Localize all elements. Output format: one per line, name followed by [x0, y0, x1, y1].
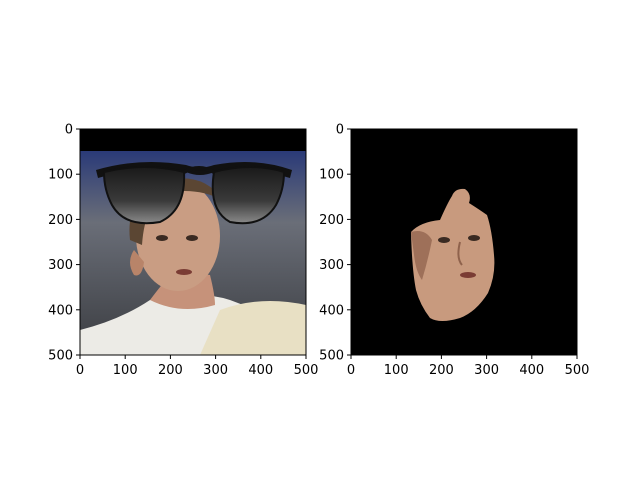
left-ytick-label: 300 [48, 258, 73, 273]
right-ytick-label: 100 [319, 168, 344, 183]
left-xtick-label: 400 [248, 363, 273, 378]
left-xtick-label: 300 [203, 363, 228, 378]
sunglasses [96, 161, 292, 225]
right-axes-frame [350, 128, 578, 356]
segment-mouth [460, 272, 476, 278]
right-xtick-label: 0 [347, 363, 355, 378]
left-xtick-label: 0 [76, 363, 84, 378]
segment-left-eye [438, 237, 450, 243]
left-ytick-label: 500 [48, 349, 73, 364]
face-segment [411, 188, 495, 321]
left-xtick-label: 100 [113, 363, 138, 378]
left-ytick-label: 100 [48, 168, 73, 183]
segment-nose [457, 241, 463, 266]
left-xtick-label: 200 [158, 363, 183, 378]
right-ytick-label: 300 [319, 258, 344, 273]
right-xtick-label: 500 [565, 363, 590, 378]
right-ytick-label: 200 [319, 213, 344, 228]
sweater [200, 301, 306, 355]
right-xtick-label: 100 [384, 363, 409, 378]
segment-right-eye [468, 235, 480, 241]
face-shadow [411, 231, 432, 280]
left-ytick-label: 200 [48, 213, 73, 228]
ear [130, 250, 144, 276]
left-image [80, 129, 306, 355]
right-xtick-label: 400 [519, 363, 544, 378]
right-xtick-label: 300 [474, 363, 499, 378]
left-xtick-label: 500 [294, 363, 319, 378]
right-ytick-label: 500 [319, 349, 344, 364]
right-eye [186, 235, 198, 241]
left-eye [156, 235, 168, 241]
right-ytick-label: 400 [319, 303, 344, 318]
mouth [176, 269, 192, 275]
nose-bridge [183, 166, 215, 174]
right-ytick-label: 0 [336, 123, 344, 138]
left-ytick-label: 0 [65, 123, 73, 138]
right-lens [211, 166, 286, 225]
left-axes-frame [79, 128, 307, 356]
right-xtick-label: 200 [429, 363, 454, 378]
left-lens [102, 166, 186, 225]
left-ytick-label: 400 [48, 303, 73, 318]
top-black-band [80, 129, 306, 151]
right-image [351, 129, 577, 355]
